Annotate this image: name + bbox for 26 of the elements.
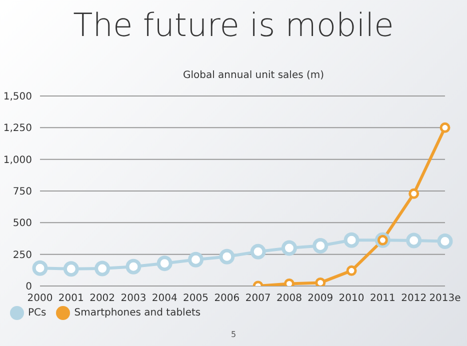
x-tick-label: 2013e [429, 293, 461, 304]
y-tick-label: 1,000 [3, 154, 32, 166]
y-tick-label: 1,500 [3, 92, 32, 103]
chart-subtitle: Global annual unit sales (m) [182, 70, 326, 81]
x-tick-label: 2011 [370, 293, 396, 304]
x-tick-label: 2001 [58, 293, 84, 304]
legend-label: Smartphones and tablets [74, 308, 201, 319]
x-tick-label: 2010 [338, 293, 364, 304]
x-tick-label: 2006 [214, 293, 240, 304]
x-tick-label: 2012 [401, 293, 427, 304]
legend-label: PCs [28, 308, 46, 319]
x-tick-label: 2002 [90, 293, 116, 304]
x-tick-label: 2004 [152, 293, 178, 304]
x-tick-label: 2009 [308, 293, 334, 304]
chart-title: The future is mobile [72, 6, 395, 44]
text: 5 [230, 330, 238, 339]
x-tick-label: 2003 [120, 293, 146, 304]
y-tick-label: 0 [26, 282, 32, 293]
x-tick-label: 2000 [27, 293, 53, 304]
x-tick-label: 2005 [183, 293, 208, 304]
x-tick-label: 2007 [245, 293, 271, 304]
y-tick-label: 750 [12, 186, 32, 198]
x-tick-label: 2008 [276, 293, 302, 304]
y-tick-label: 250 [12, 250, 32, 261]
y-tick-label: 1,250 [3, 123, 32, 134]
y-tick-label: 500 [12, 218, 32, 230]
